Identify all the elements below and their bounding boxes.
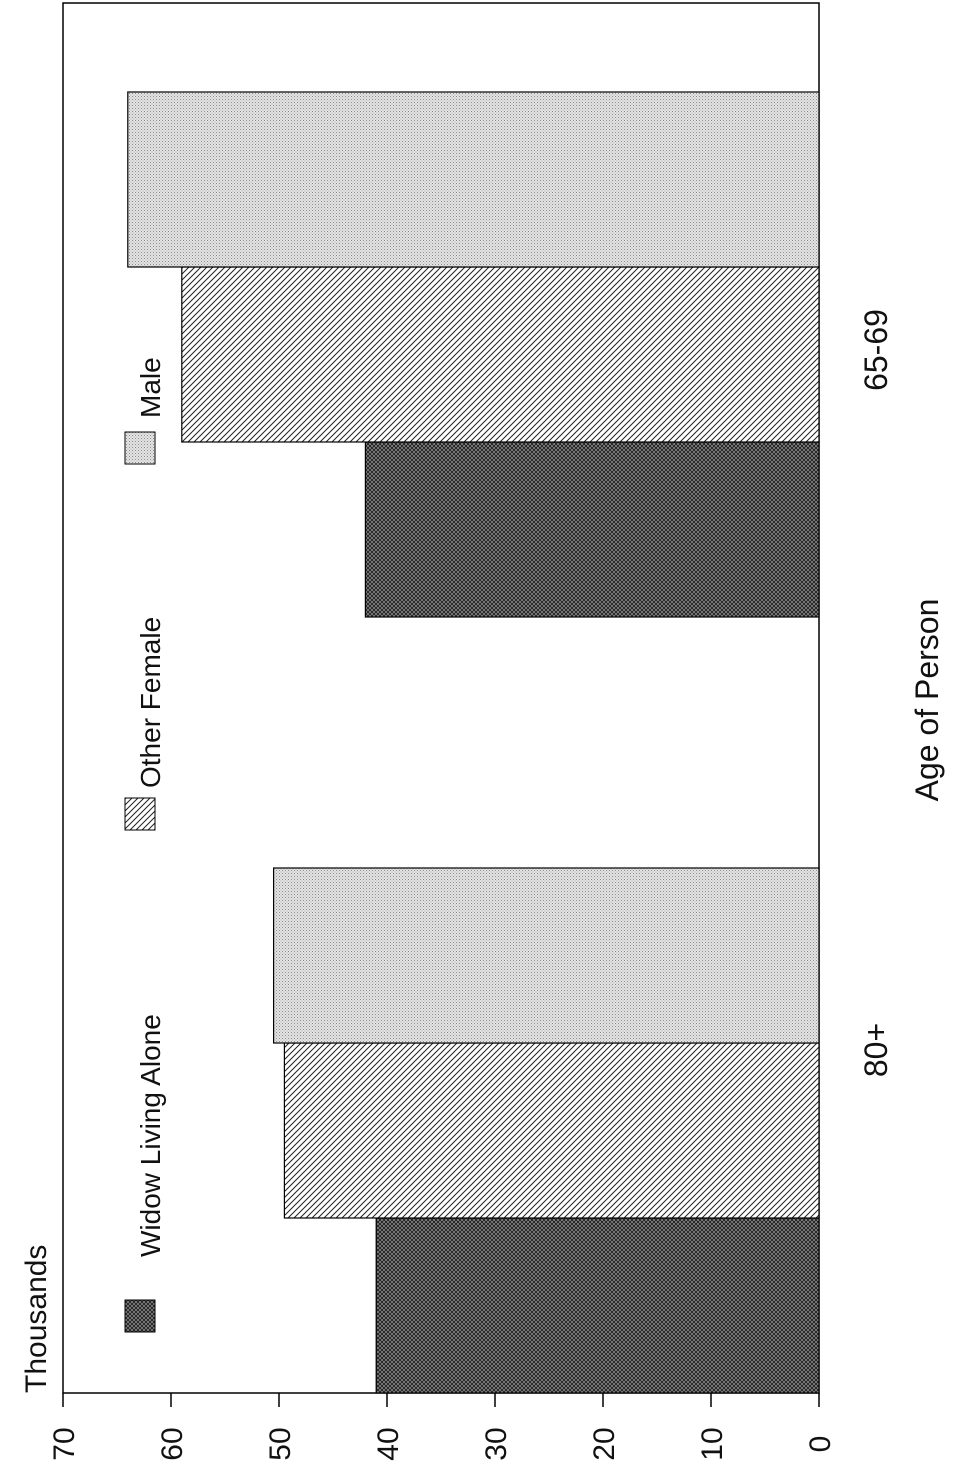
y-tick-label-4: 40 [372, 1427, 405, 1460]
x-axis-label: Age of Person [909, 599, 945, 802]
bars-layer [127, 91, 820, 1394]
legend-swatch-widow [124, 1299, 156, 1333]
y-axis-label: Thousands [20, 1245, 53, 1393]
bar-1-1 [181, 266, 820, 443]
ticks-layer: 0 10 20 30 40 50 60 70 [48, 1393, 837, 1461]
y-tick-label-0: 0 [804, 1436, 837, 1453]
bar-0-0 [375, 1217, 820, 1394]
category-label-1: 65-69 [858, 309, 894, 391]
y-tick-label-2: 20 [588, 1427, 621, 1460]
y-tick-label-6: 60 [156, 1427, 189, 1460]
legend: Widow Living Alone Other Female Male [124, 357, 166, 1333]
category-label-0: 80+ [858, 1023, 894, 1077]
legend-label-male: Male [135, 357, 166, 418]
bar-2-0 [273, 867, 820, 1044]
legend-label-widow: Widow Living Alone [135, 1014, 166, 1257]
legend-swatch-other-female [124, 797, 156, 831]
legend-swatch-male [124, 431, 156, 465]
y-tick-label-1: 10 [696, 1427, 729, 1460]
y-tick-label-5: 50 [264, 1427, 297, 1460]
y-tick-label-3: 30 [480, 1427, 513, 1460]
legend-label-other-female: Other Female [135, 617, 166, 788]
bar-0-1 [364, 441, 820, 618]
bar-1-0 [283, 1042, 820, 1219]
y-tick-label-7: 70 [48, 1427, 81, 1460]
bar-2-1 [127, 91, 820, 268]
